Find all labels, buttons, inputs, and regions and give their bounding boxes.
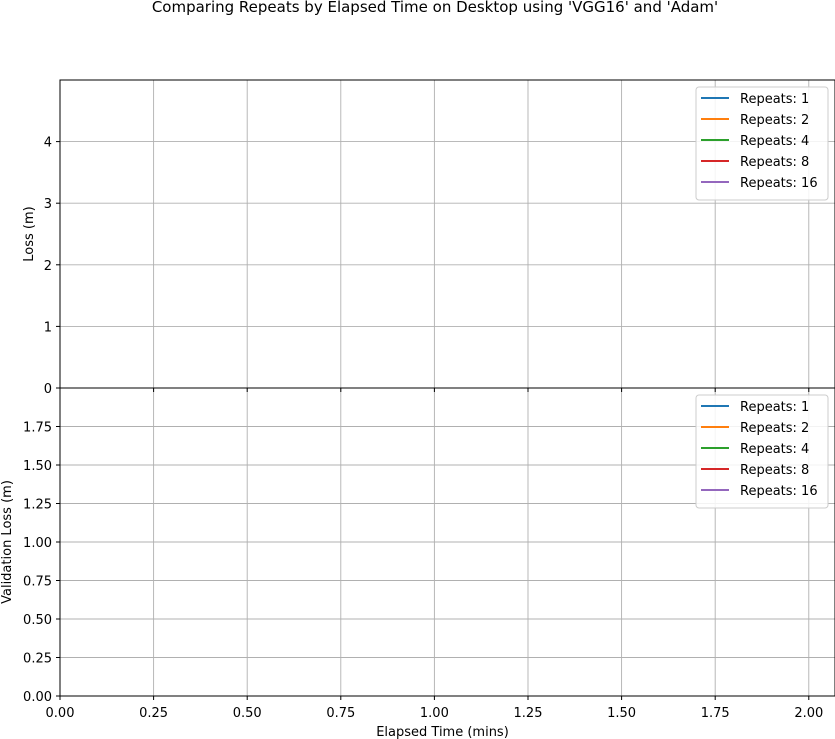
val_loss-y-tick-label: 1.25	[23, 498, 52, 513]
loss-y-tick-label: 1	[44, 320, 52, 335]
loss-legend-entry: Repeats: 2	[740, 113, 809, 128]
val_loss-y-tick-label: 0.75	[23, 575, 52, 590]
val_loss-x-tick-label: 0.25	[139, 706, 168, 721]
loss-y-axis-label: Loss (m)	[22, 206, 37, 261]
val_loss-legend-entry: Repeats: 1	[740, 400, 809, 415]
val_loss-x-tick-label: 0.50	[233, 706, 262, 721]
val_loss-x-tick-label: 1.25	[514, 706, 543, 721]
val_loss-legend: Repeats: 1 Repeats: 2 Repeats: 4 Repeats: 8…	[695, 394, 829, 509]
val_loss-x-tick-label: 2.00	[794, 706, 823, 721]
val_loss-y-tick-label: 0.00	[23, 690, 52, 705]
val_loss-y-tick-label: 0.25	[23, 652, 52, 667]
val_loss-legend-entry: Repeats: 4	[740, 442, 809, 457]
loss-legend-entry: Repeats: 1	[740, 92, 809, 107]
loss-y-tick-label: 4	[44, 136, 52, 151]
val_loss-y-tick-label: 1.50	[23, 459, 52, 474]
figure-title: Comparing Repeats by Elapsed Time on Des…	[152, 0, 718, 16]
legend-layer: Repeats: 1 Repeats: 2 Repeats: 4 Repeats: 8…	[695, 86, 829, 509]
tick-layer: 0 1 2 3 4 0.00 0.25 0.50 0.75 1.00 1.25 1.50 1.75 0.0…	[23, 136, 823, 721]
val_loss-x-tick-label: 1.00	[420, 706, 449, 721]
val_loss-legend-entry: Repeats: 16	[740, 484, 818, 499]
val_loss-legend-entry: Repeats: 8	[740, 463, 809, 478]
val_loss-legend-box	[695, 394, 829, 509]
val_loss-x-tick-label: 0.00	[46, 706, 75, 721]
loss-legend-entry: Repeats: 4	[740, 134, 809, 149]
loss-legend-entry: Repeats: 8	[740, 155, 809, 170]
val_loss-y-axis-label: Validation Loss (m)	[0, 480, 15, 604]
loss-legend-entry: Repeats: 16	[740, 176, 818, 191]
loss-y-tick-label: 0	[44, 382, 52, 397]
loss-y-tick-label: 3	[44, 197, 52, 212]
val_loss-legend-entry: Repeats: 2	[740, 421, 809, 436]
loss-y-tick-label: 2	[44, 259, 52, 274]
val_loss-x-tick-label: 1.50	[607, 706, 636, 721]
val_loss-x-axis-label: Elapsed Time (mins)	[376, 725, 509, 739]
axis-label-layer: Loss (m) Validation Loss (m) Elapsed Time …	[0, 206, 509, 739]
val_loss-y-tick-label: 1.75	[23, 421, 52, 436]
loss-legend: Repeats: 1 Repeats: 2 Repeats: 4 Repeats: 8…	[695, 86, 829, 201]
val_loss-x-tick-label: 0.75	[326, 706, 355, 721]
val_loss-y-tick-label: 1.00	[23, 536, 52, 551]
val_loss-y-tick-label: 0.50	[23, 613, 52, 628]
loss-legend-box	[695, 86, 829, 201]
val_loss-x-tick-label: 1.75	[701, 706, 730, 721]
